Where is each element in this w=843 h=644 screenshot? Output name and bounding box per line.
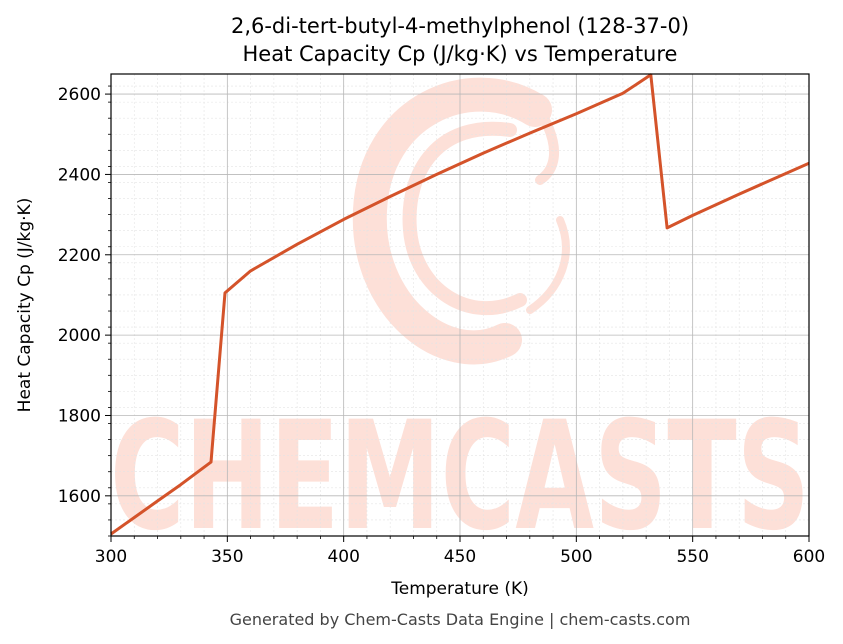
- series-line: [110, 73, 810, 536]
- axis-ticks: [105, 85, 810, 542]
- y-tick-label: 2600: [58, 85, 101, 105]
- series-layer: [110, 73, 810, 536]
- y-tick-label: 2000: [58, 326, 101, 346]
- x-tick-labels: 300 350 400 450 500 550 600: [95, 547, 825, 567]
- y-tick-label: 1800: [58, 406, 101, 426]
- x-tick-label: 400: [327, 547, 359, 567]
- x-axis-label: Temperature (K): [390, 579, 529, 599]
- y-axis-label: Heat Capacity Cp (J/kg·K): [15, 198, 35, 413]
- footer-credit: Generated by Chem-Casts Data Engine | ch…: [230, 610, 691, 629]
- y-tick-label: 1600: [58, 487, 101, 507]
- x-tick-label: 600: [793, 547, 825, 567]
- y-tick-label: 2200: [58, 246, 101, 266]
- watermark-swirl: [352, 77, 570, 365]
- x-tick-label: 450: [444, 547, 476, 567]
- x-tick-label: 350: [211, 547, 243, 567]
- x-tick-label: 500: [560, 547, 592, 567]
- chart-title: 2,6-di-tert-butyl-4-methylphenol (128-37…: [231, 14, 689, 38]
- y-tick-label: 2400: [58, 165, 101, 185]
- y-tick-labels: 1600 1800 2000 2200 2400 2600: [58, 85, 101, 507]
- chart-subtitle: Heat Capacity Cp (J/kg·K) vs Temperature: [243, 42, 678, 66]
- x-tick-label: 300: [95, 547, 127, 567]
- x-tick-label: 550: [676, 547, 708, 567]
